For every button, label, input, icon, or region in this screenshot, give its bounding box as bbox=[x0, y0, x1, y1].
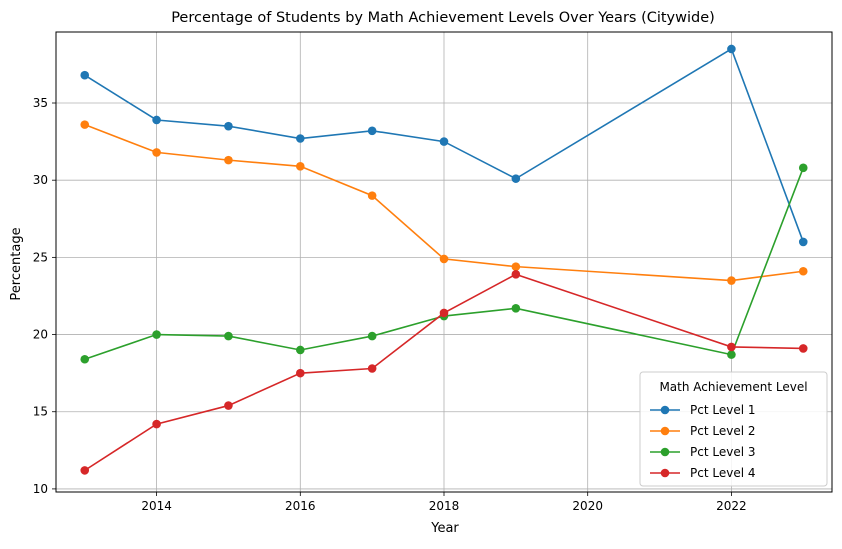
series-2 bbox=[80, 120, 808, 285]
legend-item: Pct Level 3 bbox=[650, 445, 755, 459]
data-point bbox=[367, 331, 377, 341]
data-point bbox=[367, 126, 377, 136]
data-point bbox=[798, 344, 808, 353]
legend-label: Pct Level 2 bbox=[690, 424, 755, 438]
data-point bbox=[511, 174, 521, 183]
data-point bbox=[798, 163, 808, 173]
x-tick-label: 2014 bbox=[141, 499, 172, 513]
legend-label: Pct Level 4 bbox=[690, 466, 755, 480]
data-point bbox=[439, 308, 449, 318]
x-tick-label: 2020 bbox=[572, 499, 603, 513]
data-point bbox=[152, 419, 161, 429]
data-point bbox=[80, 466, 90, 475]
legend-label: Pct Level 3 bbox=[690, 445, 755, 459]
legend-marker bbox=[660, 405, 670, 415]
series-group bbox=[80, 44, 808, 475]
y-tick-label: 25 bbox=[33, 250, 48, 264]
data-point bbox=[80, 120, 90, 129]
legend-item: Pct Level 1 bbox=[650, 403, 755, 417]
y-axis-label: Percentage bbox=[9, 227, 24, 300]
data-point bbox=[367, 191, 377, 200]
series-4 bbox=[80, 270, 808, 475]
x-tick-label: 2016 bbox=[285, 499, 316, 513]
y-tick-label: 30 bbox=[33, 173, 48, 187]
data-point bbox=[224, 331, 233, 341]
data-point bbox=[295, 161, 305, 171]
data-point bbox=[295, 134, 305, 143]
data-point bbox=[224, 121, 233, 131]
data-point bbox=[511, 304, 521, 313]
axes: 2014 2016 2018 2020 2022 10 15 20 25 30 35 bbox=[33, 96, 747, 513]
legend-box bbox=[639, 371, 828, 487]
series-3 bbox=[80, 163, 808, 364]
data-point bbox=[727, 44, 736, 54]
x-axis-label: Year bbox=[430, 521, 459, 536]
data-point bbox=[80, 354, 90, 364]
y-tick-label: 20 bbox=[33, 328, 48, 342]
y-tick-label: 35 bbox=[33, 96, 48, 110]
chart-title: Percentage of Students by Math Achieveme… bbox=[171, 10, 715, 26]
legend-marker bbox=[660, 447, 670, 457]
data-point bbox=[152, 148, 161, 157]
x-tick-label: 2018 bbox=[429, 499, 460, 513]
data-point bbox=[439, 137, 449, 146]
data-point bbox=[152, 330, 161, 339]
data-point bbox=[295, 368, 305, 378]
data-point bbox=[224, 155, 233, 165]
plot-frame bbox=[55, 31, 833, 493]
data-point bbox=[727, 350, 736, 359]
legend: Math Achievement Level Pct Level 1 Pct Lev… bbox=[639, 371, 828, 487]
x-tick-label: 2022 bbox=[716, 499, 747, 513]
data-point bbox=[727, 342, 736, 352]
legend-item: Pct Level 4 bbox=[650, 466, 755, 480]
data-point bbox=[798, 266, 808, 276]
data-point bbox=[367, 364, 377, 373]
data-point bbox=[798, 237, 808, 247]
series-1 bbox=[80, 44, 808, 247]
data-point bbox=[727, 276, 736, 285]
data-point bbox=[295, 345, 305, 355]
legend-title: Math Achievement Level bbox=[659, 380, 807, 394]
legend-marker bbox=[660, 468, 670, 478]
legend-item: Pct Level 2 bbox=[650, 424, 755, 438]
y-tick-label: 15 bbox=[33, 405, 48, 419]
data-point bbox=[439, 254, 449, 264]
data-point bbox=[511, 270, 521, 279]
data-point bbox=[80, 70, 90, 80]
legend-marker bbox=[660, 426, 670, 436]
data-point bbox=[152, 115, 161, 125]
y-tick-label: 10 bbox=[33, 482, 48, 496]
data-point bbox=[511, 262, 521, 271]
data-point bbox=[224, 401, 233, 410]
legend-label: Pct Level 1 bbox=[690, 403, 755, 417]
